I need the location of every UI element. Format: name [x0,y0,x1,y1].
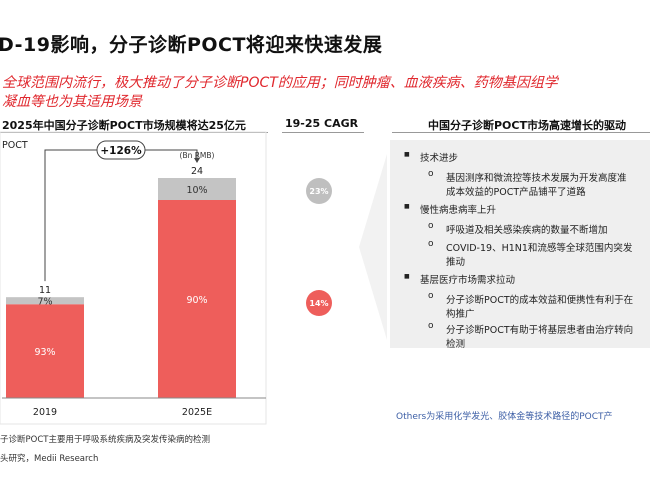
driver-point-cont: 推动 [446,257,466,268]
drivers-header-underline [392,132,650,133]
chart-footnote: 子诊断POCT主要用于呼吸系统疾病及突发传染病的检测 [0,435,210,445]
cagr-badge-others: 23% [306,178,332,204]
bar-total-2025E: 24 [191,166,203,177]
drivers-header: 中国分子诊断POCT市场高速增长的驱动 [428,119,626,132]
bar-segment-others-2019 [6,297,84,305]
cagr-header-underline [282,132,364,133]
driver-point-cont: 成本效益的POCT产品铺平了道路 [446,187,586,198]
driver-point: COVID-19、H1N1和流感等全球范围内突发 [428,239,632,254]
bar-total-2019: 11 [39,285,51,296]
driver-heading-chronic: 慢性病患病率上升 [404,202,496,216]
driver-heading-tech: 技术进步 [404,150,458,164]
chart-frame [0,131,267,425]
driver-point: 呼吸道及相关感染疾病的数量不断增加 [428,221,607,236]
drivers-panel: 技术进步 基因测序和微流控等技术发展为开发高度准 成本效益的POCT产品铺平了道… [390,140,650,350]
driver-heading-primary-care: 基层医疗市场需求拉动 [404,272,515,286]
driver-point: 分子诊断POCT有助于将基层患者由治疗转向 [428,321,633,336]
subtitle-line-1: 全球范围内流行，极大推动了分子诊断POCT的应用；同时肿瘤、血液疾病、药物基因组… [2,75,558,91]
cagr-badge-main: 14% [306,290,332,316]
segment-label-main-2025E: 90% [186,295,207,306]
others-footnote: Others为采用化学发光、胶体金等技术路径的POCT产 [396,412,613,422]
bar-segment-main-2019 [6,304,84,398]
growth-arrowhead [194,158,200,163]
segment-label-main-2019: 93% [34,347,55,358]
subtitle-line-2: 凝血等也为其适用场景 [2,94,142,110]
bar-segment-others-2025E [158,178,236,200]
driver-point: 基因测序和微流控等技术发展为开发高度准 [428,169,626,184]
growth-badge [96,140,146,160]
driver-point-cont: 检测 [446,339,466,350]
chart-header: 2025年中国分子诊断POCT市场规模将达25亿元 [2,119,246,132]
cagr-header: 19-25 CAGR [285,117,359,130]
driver-point-cont: 构推广 [446,309,475,320]
driver-point: 分子诊断POCT的成本效益和便携性有利于在 [428,291,633,306]
page-title: D-19影响，分子诊断POCT将迎来快速发展 [0,34,383,56]
x-tick-2019: 2019 [33,407,57,418]
bar-segment-main-2025E [158,200,236,398]
x-tick-2025E: 2025E [182,407,212,418]
growth-label: +126% [100,145,142,157]
drivers-chevron [359,154,387,340]
source-note: 头研究，Medii Research [0,454,99,464]
segment-label-others-2025E: 10% [186,185,207,196]
segment-label-others-2019: 7% [37,297,52,308]
series-label: POCT [2,140,28,151]
unit-label: (Bn RMB) [180,151,215,160]
market-size-chart: POCT 93% 7%11 2019 90% 10% 24 2025E +126% (Bn RMB… [0,131,267,425]
